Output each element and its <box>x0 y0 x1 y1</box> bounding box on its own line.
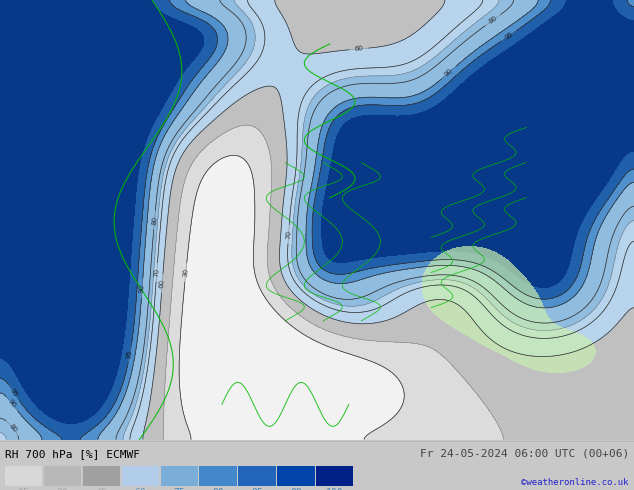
Bar <box>44 466 81 486</box>
Text: RH 700 hPa [%] ECMWF: RH 700 hPa [%] ECMWF <box>5 449 140 459</box>
Bar <box>160 466 198 486</box>
Bar <box>200 466 237 486</box>
Text: 90: 90 <box>212 488 224 490</box>
Text: 60: 60 <box>354 46 363 52</box>
Text: 70: 70 <box>153 268 160 277</box>
Text: 15: 15 <box>18 488 30 490</box>
Text: 60: 60 <box>159 279 165 288</box>
Text: 95: 95 <box>503 31 514 41</box>
Text: 90: 90 <box>7 398 17 409</box>
Bar <box>122 466 159 486</box>
Text: 70: 70 <box>285 230 292 239</box>
Text: 75: 75 <box>174 488 185 490</box>
Text: 95: 95 <box>251 488 263 490</box>
Text: 30: 30 <box>183 268 189 277</box>
Text: 99: 99 <box>290 488 302 490</box>
Bar <box>238 466 276 486</box>
Text: 80: 80 <box>151 216 158 225</box>
Bar <box>83 466 120 486</box>
Text: 80: 80 <box>488 15 498 25</box>
Bar <box>316 466 354 486</box>
Text: 45: 45 <box>96 488 107 490</box>
Text: Fr 24-05-2024 06:00 UTC (00+06): Fr 24-05-2024 06:00 UTC (00+06) <box>420 449 629 459</box>
Text: 80: 80 <box>8 422 18 433</box>
Bar <box>5 466 42 486</box>
Text: 100: 100 <box>326 488 344 490</box>
Text: 30: 30 <box>57 488 68 490</box>
Text: 90: 90 <box>139 284 145 293</box>
Text: 95: 95 <box>126 349 134 359</box>
Text: ©weatheronline.co.uk: ©weatheronline.co.uk <box>521 478 629 488</box>
Text: 60: 60 <box>134 488 146 490</box>
Text: 95: 95 <box>9 387 19 398</box>
Bar <box>277 466 314 486</box>
Text: 90: 90 <box>443 68 454 78</box>
